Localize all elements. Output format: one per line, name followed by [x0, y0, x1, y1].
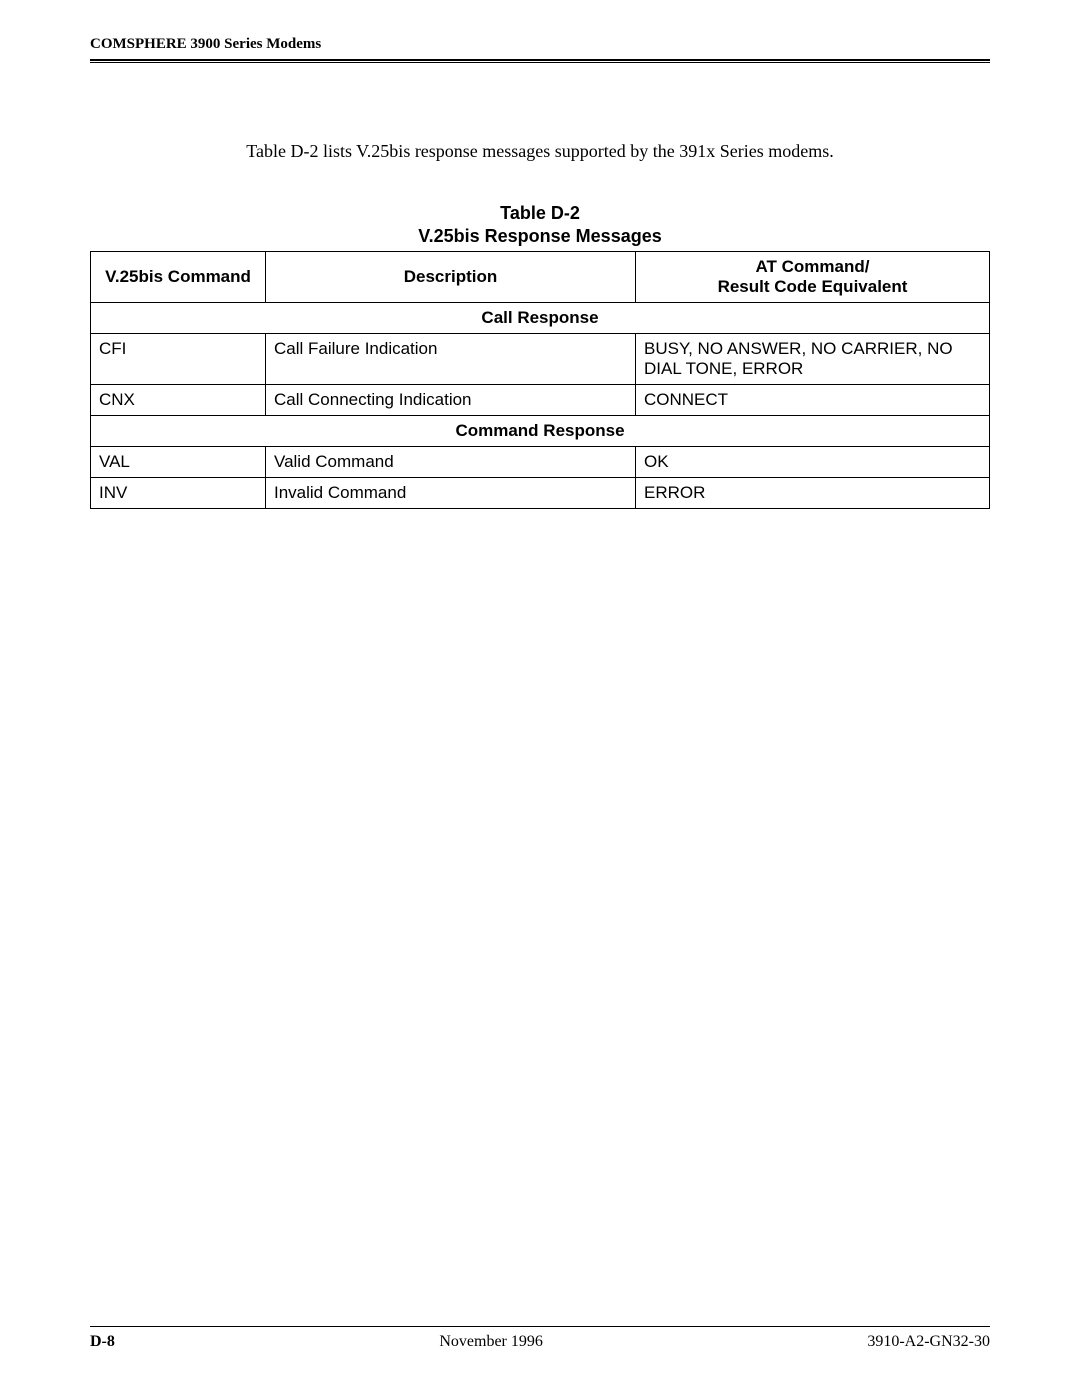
table-row: VAL Valid Command OK — [91, 447, 990, 478]
running-header: COMSPHERE 3900 Series Modems — [90, 36, 990, 57]
col-header-description: Description — [266, 252, 636, 303]
col-header-at-line1: AT Command/ — [756, 257, 870, 276]
cell-at-equivalent: CONNECT — [636, 385, 990, 416]
header-rule — [90, 59, 990, 63]
section-row-command-response: Command Response — [91, 416, 990, 447]
col-header-at-equivalent: AT Command/ Result Code Equivalent — [636, 252, 990, 303]
page: COMSPHERE 3900 Series Modems Table D-2 l… — [0, 0, 1080, 1397]
footer-rule — [90, 1326, 990, 1327]
table-row: CNX Call Connecting Indication CONNECT — [91, 385, 990, 416]
table-header-row: V.25bis Command Description AT Command/ … — [91, 252, 990, 303]
intro-paragraph: Table D-2 lists V.25bis response message… — [90, 141, 990, 162]
footer-page-number: D-8 — [90, 1333, 115, 1351]
cell-description: Valid Command — [266, 447, 636, 478]
cell-description: Call Connecting Indication — [266, 385, 636, 416]
cell-command: VAL — [91, 447, 266, 478]
cell-description: Invalid Command — [266, 478, 636, 509]
col-header-at-line2: Result Code Equivalent — [718, 277, 908, 296]
section-title-call-response: Call Response — [91, 303, 990, 334]
cell-command: INV — [91, 478, 266, 509]
footer-doc-number: 3910-A2-GN32-30 — [867, 1333, 990, 1351]
footer-row: D-8 November 1996 3910-A2-GN32-30 — [90, 1333, 990, 1351]
cell-at-equivalent: BUSY, NO ANSWER, NO CARRIER, NO DIAL TON… — [636, 334, 990, 385]
table-row: CFI Call Failure Indication BUSY, NO ANS… — [91, 334, 990, 385]
cell-at-equivalent: ERROR — [636, 478, 990, 509]
page-footer: D-8 November 1996 3910-A2-GN32-30 — [90, 1326, 990, 1351]
table-caption: Table D-2 V.25bis Response Messages — [90, 202, 990, 247]
cell-at-equivalent: OK — [636, 447, 990, 478]
table-caption-line1: Table D-2 — [500, 203, 580, 223]
response-messages-table: V.25bis Command Description AT Command/ … — [90, 251, 990, 509]
cell-command: CFI — [91, 334, 266, 385]
section-row-call-response: Call Response — [91, 303, 990, 334]
cell-description: Call Failure Indication — [266, 334, 636, 385]
table-row: INV Invalid Command ERROR — [91, 478, 990, 509]
section-title-command-response: Command Response — [91, 416, 990, 447]
cell-command: CNX — [91, 385, 266, 416]
col-header-command: V.25bis Command — [91, 252, 266, 303]
footer-date: November 1996 — [115, 1333, 867, 1351]
table-caption-line2: V.25bis Response Messages — [418, 226, 661, 246]
